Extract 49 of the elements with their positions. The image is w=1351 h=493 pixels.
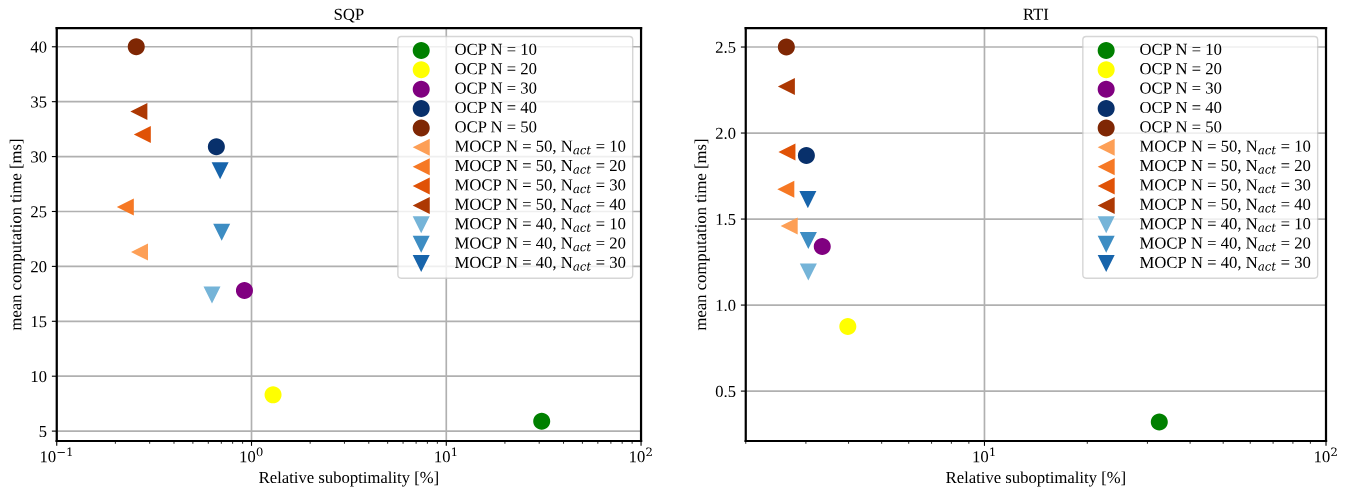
y-axis-title: mean computation time [ms]: [9, 139, 25, 331]
y-tick-label: 30: [31, 151, 47, 163]
y-tick-label: 10: [31, 370, 47, 383]
y-axis-title: mean computation time [ms]: [694, 139, 710, 331]
legend-label: MOCP N = 50, N$_{act}$ = 10: [1139, 140, 1311, 155]
legend-label: MOCP N = 40, N$_{act}$ = 10: [1139, 218, 1311, 232]
y-tick-label: 1.0: [716, 299, 736, 312]
legend-label: MOCP N = 40, N$_{act}$ = 30: [1139, 256, 1311, 271]
legend-label: OCP N = 30: [455, 82, 537, 94]
y-tick-label: 20: [31, 261, 47, 273]
x-tick-label: 10$^{−1}$: [40, 447, 72, 463]
x-tick-label: 10$^{2}$: [1315, 447, 1337, 463]
legend-label: MOCP N = 50, N$_{act}$ = 40: [1139, 198, 1311, 213]
y-tick-label: 2.0: [715, 127, 736, 140]
legend-label: MOCP N = 40, N$_{act}$ = 10: [455, 218, 626, 232]
legend-label: OCP N = 20: [1140, 63, 1222, 75]
legend-label: MOCP N = 50, N$_{act}$ = 30: [455, 179, 626, 194]
chart-title: SQP: [334, 8, 364, 23]
legend-label: OCP N = 20: [455, 63, 537, 75]
x-axis-title: Relative suboptimality [%]: [259, 471, 438, 487]
y-tick-label: 0.5: [715, 385, 736, 398]
legend-label: MOCP N = 40, N$_{act}$ = 30: [455, 256, 626, 271]
y-tick-label: 35: [31, 96, 47, 108]
legend-label: OCP N = 50: [1140, 121, 1222, 133]
y-tick-label: 40: [30, 41, 47, 53]
y-tick-label: 15: [31, 316, 47, 328]
legend-label: MOCP N = 50, N$_{act}$ = 20: [455, 159, 626, 174]
x-tick-label: 10$^{1}$: [435, 447, 457, 463]
legend-label: MOCP N = 50, N$_{act}$ = 30: [1139, 179, 1311, 194]
x-axis-title: Relative suboptimality [%]: [946, 471, 1125, 487]
legend-label: MOCP N = 50, N$_{act}$ = 10: [455, 140, 626, 155]
chart-title: RTI: [1023, 8, 1049, 20]
legend-label: MOCP N = 50, N$_{act}$ = 40: [455, 198, 626, 213]
legend-label: OCP N = 40: [455, 101, 537, 114]
y-tick-label: 25: [31, 206, 47, 218]
x-tick-label: 10$^{2}$: [630, 447, 652, 463]
x-tick-label: 10$^{0}$: [240, 447, 263, 463]
legend-label: OCP N = 50: [455, 121, 537, 133]
legend-label: OCP N = 10: [1140, 43, 1222, 55]
y-tick-label: 2.5: [715, 41, 736, 54]
y-tick-label: 5: [39, 425, 47, 438]
x-tick-label: 10$^{1}$: [973, 447, 995, 463]
legend-label: MOCP N = 40, N$_{act}$ = 20: [455, 237, 626, 252]
legend-label: OCP N = 40: [1140, 101, 1222, 114]
y-tick-label: 1.5: [716, 213, 736, 226]
legend-label: OCP N = 10: [455, 43, 537, 55]
legend-label: MOCP N = 50, N$_{act}$ = 20: [1139, 159, 1311, 174]
legend-label: OCP N = 30: [1140, 82, 1222, 94]
legend-label: MOCP N = 40, N$_{act}$ = 20: [1139, 237, 1311, 252]
